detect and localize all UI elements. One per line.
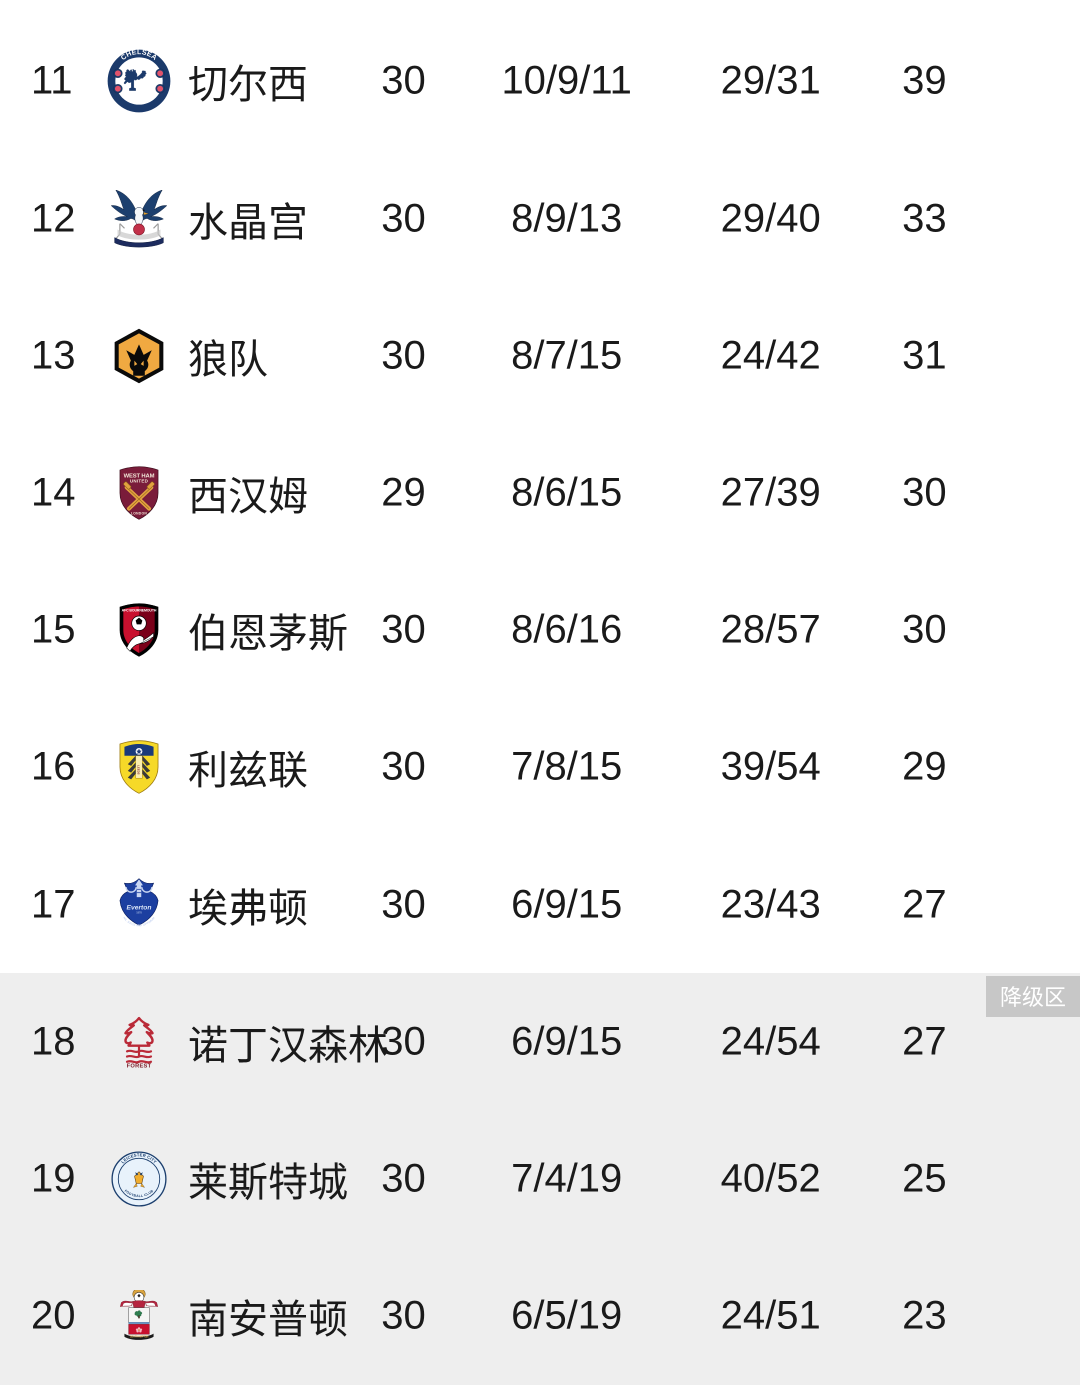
svg-text:CRYSTAL: CRYSTAL bbox=[130, 238, 148, 243]
svg-text:LONDON: LONDON bbox=[131, 511, 148, 515]
svg-text:SOUTHAMPTON: SOUTHAMPTON bbox=[130, 1335, 149, 1339]
svg-text:UNITED: UNITED bbox=[130, 478, 149, 483]
svg-text:AFC BOURNEMOUTH: AFC BOURNEMOUTH bbox=[122, 609, 157, 613]
svg-text:1878: 1878 bbox=[136, 911, 142, 914]
svg-text:Everton: Everton bbox=[126, 904, 151, 911]
svg-text:LEEDS: LEEDS bbox=[136, 765, 140, 774]
svg-text:FOREST: FOREST bbox=[127, 1063, 152, 1068]
